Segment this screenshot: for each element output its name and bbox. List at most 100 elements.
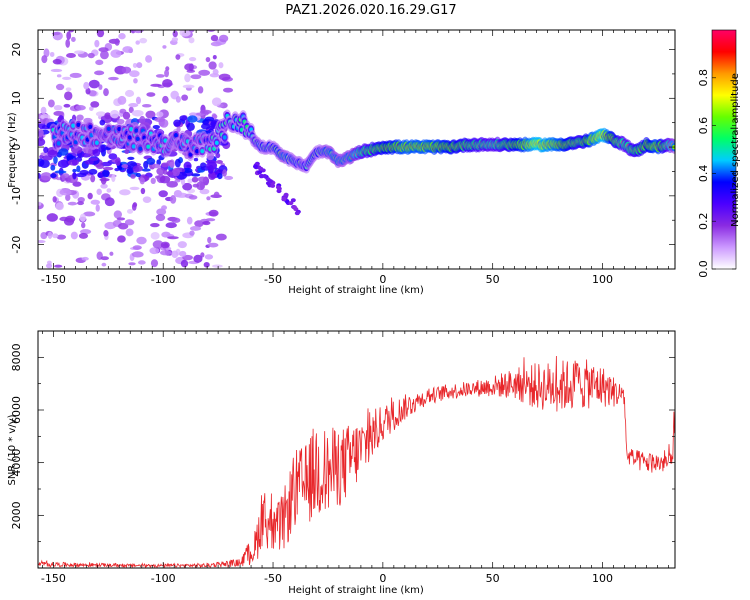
spectrogram-noise-blob: [210, 34, 219, 42]
spectrogram-noise-blob: [207, 236, 212, 244]
snr-x-tick-label: 100: [592, 572, 613, 585]
spectrogram-noise-blob: [156, 167, 165, 176]
spectrogram-ridge-core: [56, 141, 61, 146]
spectrogram-noise-blob: [150, 232, 160, 240]
spectrogram-noise-blob: [174, 158, 181, 168]
spectrogram-noise-blob: [171, 250, 179, 259]
spectrogram-noise-blob: [162, 45, 167, 49]
spectrogram-noise-blob: [104, 112, 112, 120]
spectrogram-noise-blob: [152, 240, 164, 249]
spectrogram-noise-blob: [199, 188, 210, 195]
spectrogram-noise-blob: [142, 196, 152, 204]
spectrogram-noise-blob: [108, 153, 118, 160]
spectrogram-noise-blob: [199, 109, 212, 115]
spectrogram-noise-blob: [160, 241, 170, 249]
spectrogram-noise-blob: [222, 169, 227, 177]
spectrogram-branch-blob: [291, 205, 297, 210]
spectrogram-ridge-core: [214, 140, 219, 146]
spectrogram-noise-blob: [62, 76, 72, 80]
spectrogram-noise-blob: [100, 176, 107, 185]
spectrogram-noise-blob: [42, 155, 53, 161]
snr-y-tick-label: 8000: [10, 343, 23, 371]
spectrogram-noise-blob: [43, 48, 50, 58]
spectrogram-y-tick-label: -10: [10, 187, 23, 205]
spectrogram-x-tick-label: -150: [41, 273, 66, 286]
spectrogram-branch-blob: [283, 192, 289, 197]
spectrogram-noise-blob: [113, 210, 122, 219]
spectrogram-noise-blob: [169, 161, 175, 168]
spectrogram-noise-blob: [45, 263, 53, 269]
snr-frame: [37, 330, 676, 569]
spectrogram-noise-blob: [166, 171, 174, 176]
spectrogram-noise-blob: [175, 96, 181, 103]
spectrogram-noise-blob: [59, 189, 72, 196]
spectrogram-ridge-layer: [49, 109, 675, 174]
spectrogram-branch-blob: [257, 170, 263, 175]
spectrogram-noise-blob: [100, 50, 109, 60]
spectrogram-noise-blob: [208, 209, 219, 217]
spectrogram-noise-blob: [77, 196, 85, 203]
spectrogram-branch-blob: [270, 183, 276, 188]
spectrogram-noise-blob: [169, 195, 177, 204]
spectrogram-noise-blob: [71, 36, 76, 42]
spectrogram-ridge-core: [200, 148, 205, 154]
spectrogram-noise-blob: [184, 73, 191, 83]
spectrogram-noise-blob: [190, 74, 202, 80]
spectrogram-noise-blob: [51, 31, 61, 36]
spectrogram-noise-blob: [40, 152, 49, 156]
spectrogram-noise-blob: [125, 228, 134, 237]
spectrogram-noise-blob: [131, 109, 144, 117]
spectrogram-noise-blob: [149, 247, 160, 255]
spectrogram-noise-blob: [102, 166, 114, 171]
spectrogram-noise-blob: [63, 103, 71, 108]
spectrogram-noise-blob: [167, 236, 179, 240]
spectrogram-noise-blob: [206, 30, 216, 32]
spectrogram-noise-blob: [188, 195, 198, 200]
snr-y-tick-label: 6000: [10, 396, 23, 424]
snr-x-tick-label: -50: [264, 572, 282, 585]
spectrogram-noise-blob: [71, 159, 78, 166]
spectrogram-branch-blob: [252, 164, 258, 169]
spectrogram-noise-blob: [136, 236, 147, 245]
spectrogram-noise-blob: [155, 175, 161, 179]
spectrogram-noise-blob: [83, 81, 90, 90]
spectrogram-noise-blob: [95, 59, 104, 66]
spectrogram-noise-blob: [209, 73, 220, 78]
spectrogram-y-tick-label: 20: [10, 43, 23, 57]
spectrogram-noise-blob: [171, 217, 181, 223]
spectrogram-noise-blob: [196, 181, 206, 191]
spectrogram-branch-blob: [288, 201, 294, 206]
spectrogram-noise-blob: [122, 111, 131, 120]
spectrogram-noise-blob: [39, 159, 50, 169]
spectrogram-noise-blob: [203, 261, 210, 268]
spectrogram-noise-blob: [83, 211, 96, 217]
spectrogram-noise-blob: [155, 214, 166, 222]
spectrogram-y-tick-label: -20: [10, 236, 23, 254]
spectrogram-noise-blob: [38, 172, 41, 179]
spectrogram-noise-blob: [217, 173, 223, 180]
spectrogram-noise-blob: [126, 208, 134, 214]
spectrogram-noise-blob: [121, 66, 132, 74]
spectrogram-noise-blob: [41, 55, 48, 64]
spectrogram-ridge-core: [127, 135, 132, 140]
spectrogram-noise-blob: [90, 174, 96, 183]
spectrogram-noise-blob: [135, 40, 140, 45]
spectrogram-noise-blob: [135, 96, 141, 105]
spectrogram-ridge-core: [94, 140, 99, 145]
spectrogram-noise-blob: [208, 171, 216, 180]
spectrogram-noise-blob: [131, 203, 137, 211]
spectrogram-noise-blob: [38, 128, 44, 138]
spectrogram-noise-blob: [141, 103, 152, 108]
spectrogram-noise-blob: [223, 87, 234, 93]
spectrogram-x-tick-label: -50: [264, 273, 282, 286]
spectrogram-noise-blob: [72, 168, 77, 173]
spectrogram-noise-blob: [56, 74, 62, 78]
spectrogram-noise-blob: [151, 163, 161, 169]
spectrogram-noise-blob: [160, 162, 169, 168]
spectrogram-noise-blob: [78, 232, 89, 239]
spectrogram-noise-blob: [182, 182, 193, 191]
spectrogram-noise-blob: [65, 87, 72, 92]
spectrogram-noise-blob: [94, 70, 105, 76]
spectrogram-noise-blob: [128, 102, 139, 108]
